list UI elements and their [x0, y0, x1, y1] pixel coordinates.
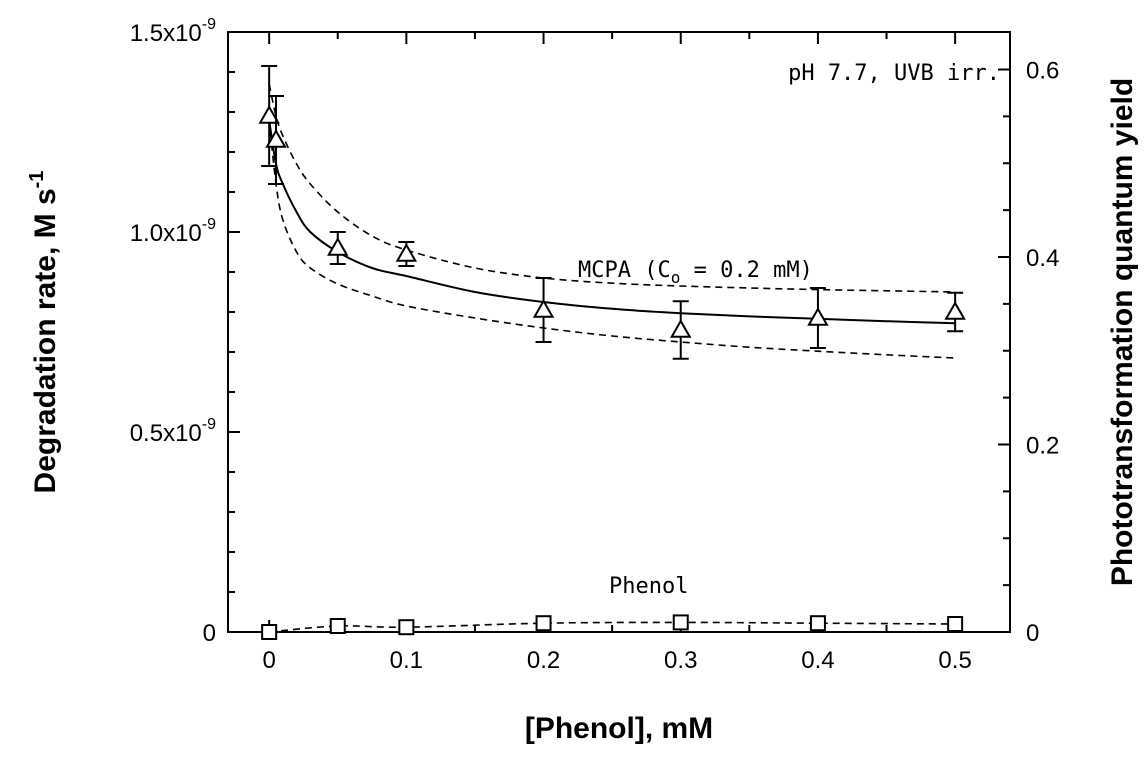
- plot-frame: [227, 31, 1011, 633]
- y-tick-label-exponent: -9: [202, 16, 216, 33]
- y-axis-title-main: Degradation rate, M s: [29, 188, 62, 493]
- phenol-square-point: [398, 619, 415, 636]
- mcpa-label-sub: o: [671, 268, 681, 287]
- mcpa-triangle-point: [265, 128, 287, 148]
- y2-tick-label: 0: [1026, 620, 1039, 647]
- mcpa-label-post: = 0.2 mM): [680, 258, 812, 283]
- phenol-square-point: [809, 615, 826, 632]
- y-tick-label-base: 0.5x10: [130, 420, 202, 447]
- y-tick-label: 0.5x10-9: [130, 416, 216, 447]
- phenol-square-point: [947, 616, 964, 632]
- x-tick-label: 0: [262, 647, 275, 674]
- conditions-annotation: pH 7.7, UVB irr.: [788, 61, 1000, 86]
- mcpa-series-label: MCPA (Co = 0.2 mM): [578, 258, 813, 287]
- confidence-line: [268, 83, 956, 293]
- y2-tick-label: 0.2: [1026, 433, 1059, 460]
- labels: pH 7.7, UVB irr. MCPA (Co = 0.2 mM) Phen…: [26, 61, 1139, 745]
- x-tick-label: 0.2: [527, 647, 560, 674]
- mcpa-label-pre: MCPA (C: [578, 258, 671, 283]
- ticks: 0 0.1 0.2 0.3 0.4 0.500.5x10-91.0x10-91.5x10-…: [130, 16, 1060, 674]
- axes: [227, 31, 1011, 633]
- y-axis-title: Degradation rate, M s-1: [26, 171, 62, 494]
- y-axis-title-exponent: -1: [26, 171, 48, 189]
- confidence-line: [268, 119, 956, 359]
- y2-axis-title: Phototransformation quantum yield: [1106, 78, 1139, 586]
- y2-tick-label: 0.6: [1026, 58, 1059, 85]
- y-tick-label-exponent: -9: [202, 416, 216, 433]
- y-tick-label-exponent: -9: [202, 216, 216, 233]
- mcpa-triangle-point: [670, 318, 692, 338]
- mcpa-triangle-point: [944, 300, 966, 320]
- x-axis-title: [Phenol], mM: [525, 712, 713, 745]
- x-tick-label: 0.3: [664, 647, 697, 674]
- y-tick-label-base: 1.5x10: [130, 20, 202, 47]
- fit-line: [268, 119, 956, 325]
- y2-tick-label: 0.4: [1026, 245, 1059, 272]
- mcpa-triangle-point: [327, 236, 349, 256]
- phenol-square-point: [329, 618, 346, 634]
- y-tick-label: 1.5x10-9: [130, 16, 216, 47]
- phenol-square-point: [535, 615, 552, 632]
- y-tick-label: 0: [203, 620, 216, 647]
- x-tick-label: 0.4: [801, 647, 834, 674]
- phenol-series-label: Phenol: [609, 574, 688, 599]
- phenol-square-point: [261, 624, 278, 640]
- x-tick-label: 0.5: [938, 647, 971, 674]
- y-tick-label: 1.0x10-9: [130, 216, 216, 247]
- mcpa-triangle-point: [395, 242, 418, 262]
- data-points: [258, 65, 966, 640]
- mcpa-triangle-point: [258, 104, 280, 124]
- y-tick-label-base: 1.0x10: [130, 220, 202, 247]
- x-tick-label: 0.1: [390, 647, 423, 674]
- phenol-square-point: [672, 614, 689, 631]
- fit-lines: [268, 83, 956, 633]
- mcpa-triangle-point: [807, 306, 829, 326]
- mcpa-triangle-point: [532, 298, 555, 318]
